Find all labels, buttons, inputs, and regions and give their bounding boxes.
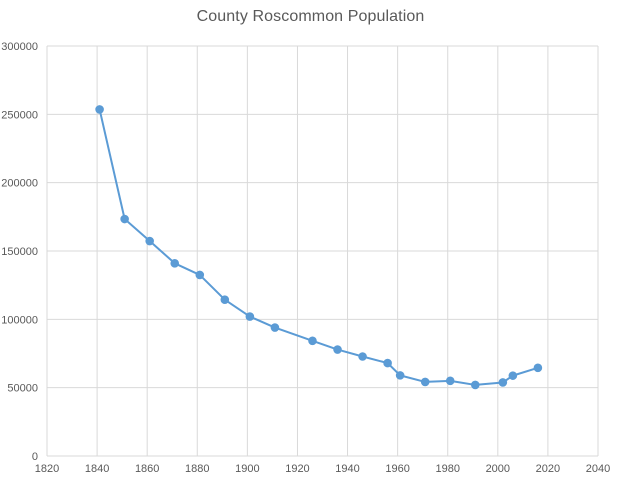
data-point bbox=[270, 323, 280, 332]
x-tick-label: 1900 bbox=[235, 463, 259, 475]
y-tick-label: 50000 bbox=[7, 383, 38, 395]
data-point bbox=[533, 363, 543, 373]
data-point bbox=[170, 259, 180, 268]
y-tick-label: 300000 bbox=[1, 41, 38, 53]
x-tick-label: 1820 bbox=[35, 463, 59, 475]
x-tick-label: 1960 bbox=[385, 463, 409, 475]
data-point bbox=[445, 376, 455, 386]
x-tick-label: 2000 bbox=[486, 463, 510, 475]
data-point bbox=[383, 358, 392, 368]
data-point bbox=[470, 380, 480, 390]
data-point bbox=[120, 214, 129, 224]
y-tick-label: 0 bbox=[32, 451, 38, 463]
data-point bbox=[145, 236, 154, 246]
data-point bbox=[358, 352, 367, 361]
y-tick-label: 200000 bbox=[1, 178, 38, 190]
data-point bbox=[220, 295, 230, 304]
data-point bbox=[333, 345, 342, 354]
chart-title: County Roscommon Population bbox=[196, 8, 425, 25]
data-point bbox=[508, 371, 518, 380]
data-point bbox=[245, 312, 255, 321]
y-tick-label: 100000 bbox=[1, 314, 38, 326]
data-point bbox=[420, 377, 430, 387]
x-tick-label: 1940 bbox=[335, 463, 359, 475]
x-tick-label: 1840 bbox=[85, 463, 109, 475]
x-tick-label: 1980 bbox=[435, 463, 459, 475]
data-point bbox=[395, 371, 405, 380]
x-tick-label: 1860 bbox=[135, 463, 159, 475]
x-tick-label: 1920 bbox=[285, 463, 309, 475]
data-point bbox=[95, 105, 104, 114]
y-tick-label: 250000 bbox=[1, 109, 38, 121]
y-tick-label: 150000 bbox=[1, 246, 38, 258]
x-tick-label: 2020 bbox=[536, 463, 560, 475]
series-line bbox=[98, 109, 539, 386]
x-tick-label: 1880 bbox=[185, 463, 209, 475]
x-tick-label: 2040 bbox=[586, 463, 610, 475]
data-point bbox=[308, 336, 317, 346]
data-point bbox=[195, 270, 205, 280]
data-point bbox=[498, 378, 508, 387]
